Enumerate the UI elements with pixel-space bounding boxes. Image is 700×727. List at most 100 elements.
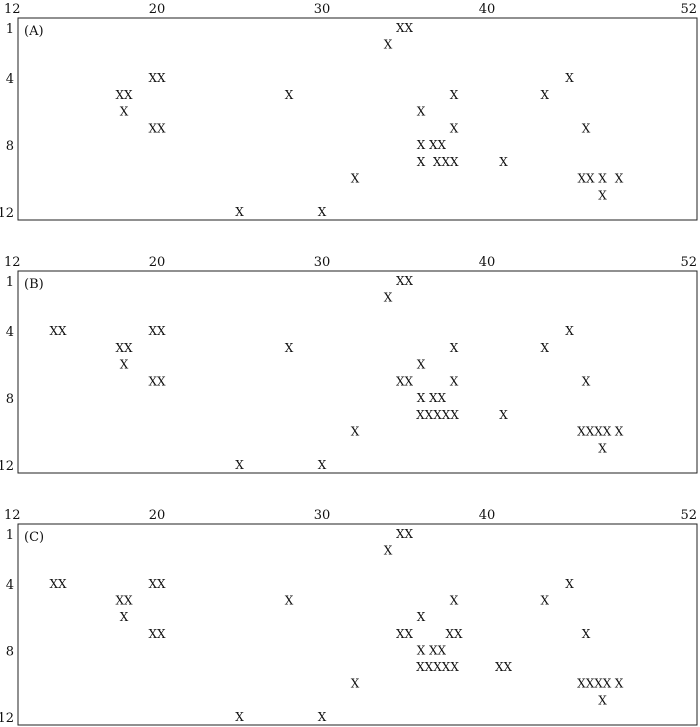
data-point: XX — [148, 577, 166, 591]
data-point: XXXX — [577, 425, 612, 439]
data-point: X — [582, 627, 591, 641]
x-tick-label: 20 — [149, 255, 166, 270]
y-tick-label: 8 — [6, 644, 14, 659]
y-tick-label: 8 — [6, 392, 14, 407]
data-point: XX — [577, 172, 595, 186]
data-point: XX — [148, 627, 166, 641]
data-point: X — [417, 358, 426, 372]
data-point: X — [285, 341, 294, 355]
data-point: X — [120, 105, 129, 119]
data-point: XXXXX — [416, 408, 459, 422]
x-tick-label: 20 — [149, 508, 166, 523]
data-point: XX — [148, 324, 166, 338]
data-point: X — [615, 677, 624, 691]
data-point: XX — [148, 121, 166, 135]
x-tick-label: 52 — [680, 2, 697, 17]
x-tick-label: 40 — [479, 255, 496, 270]
y-tick-label: 8 — [6, 139, 14, 154]
x-tick-label: 30 — [314, 508, 331, 523]
panel-label: (A) — [24, 24, 44, 39]
plot-frame — [17, 523, 698, 726]
x-tick-label: 30 — [314, 2, 331, 17]
data-point: X — [235, 710, 244, 724]
y-tick-label: 1 — [6, 528, 14, 543]
data-point: X — [450, 374, 459, 388]
data-point: X — [598, 188, 607, 202]
data-point: X — [318, 205, 327, 219]
data-point: X — [417, 391, 426, 405]
data-point: X — [582, 121, 591, 135]
data-point: X — [565, 324, 574, 338]
data-point: X — [565, 577, 574, 591]
data-point: XX — [429, 391, 447, 405]
data-point: X — [582, 374, 591, 388]
data-point: X — [450, 341, 459, 355]
x-tick-label: 30 — [314, 255, 331, 270]
data-point: X — [120, 358, 129, 372]
y-tick-label: 12 — [0, 206, 14, 221]
plot-frame — [17, 270, 698, 474]
y-tick-label: 4 — [6, 325, 14, 340]
data-point: X — [565, 71, 574, 85]
data-point: X — [540, 88, 549, 102]
data-point: XX — [396, 527, 414, 541]
data-point: X — [598, 693, 607, 707]
data-point: X — [450, 121, 459, 135]
data-point: XX — [115, 594, 133, 608]
panel-label: (C) — [24, 530, 44, 545]
data-point: X — [285, 88, 294, 102]
data-point: X — [598, 172, 607, 186]
data-point: XX — [49, 577, 67, 591]
data-point: X — [450, 594, 459, 608]
data-point: XX — [396, 274, 414, 288]
data-point: X — [351, 677, 360, 691]
data-point: X — [285, 594, 294, 608]
data-point: X — [417, 155, 426, 169]
data-point: X — [235, 458, 244, 472]
x-tick-label: 12 — [4, 508, 21, 523]
data-point: X — [615, 172, 624, 186]
data-point: XX — [429, 138, 447, 152]
data-point: X — [417, 643, 426, 657]
data-point: X — [384, 291, 393, 305]
data-point: XX — [148, 71, 166, 85]
x-tick-label: 40 — [479, 2, 496, 17]
data-point: X — [598, 441, 607, 455]
y-tick-label: 1 — [6, 22, 14, 37]
x-tick-label: 40 — [479, 508, 496, 523]
y-tick-label: 4 — [6, 72, 14, 87]
y-tick-label: 1 — [6, 275, 14, 290]
x-tick-label: 12 — [4, 255, 21, 270]
data-point: XXXX — [577, 677, 612, 691]
y-tick-label: 12 — [0, 459, 14, 474]
data-point: X — [351, 425, 360, 439]
data-point: XX — [396, 374, 414, 388]
x-tick-label: 20 — [149, 2, 166, 17]
data-point: X — [235, 205, 244, 219]
data-point: X — [318, 458, 327, 472]
data-point: X — [120, 610, 129, 624]
data-point: XX — [49, 324, 67, 338]
data-point: X — [615, 425, 624, 439]
x-tick-label: 12 — [4, 2, 21, 17]
data-point: XX — [115, 88, 133, 102]
data-point: XXX — [433, 155, 459, 169]
data-point: XXXXX — [416, 660, 459, 674]
data-point: X — [417, 610, 426, 624]
data-point: X — [318, 710, 327, 724]
data-point: X — [540, 341, 549, 355]
x-tick-label: 52 — [680, 508, 697, 523]
data-point: X — [417, 105, 426, 119]
data-point: XX — [495, 660, 513, 674]
x-tick-label: 52 — [680, 255, 697, 270]
data-point: X — [499, 408, 508, 422]
data-point: X — [499, 155, 508, 169]
panel-label: (B) — [24, 277, 44, 292]
data-point: X — [351, 172, 360, 186]
data-point: XX — [429, 643, 447, 657]
data-point: X — [417, 138, 426, 152]
